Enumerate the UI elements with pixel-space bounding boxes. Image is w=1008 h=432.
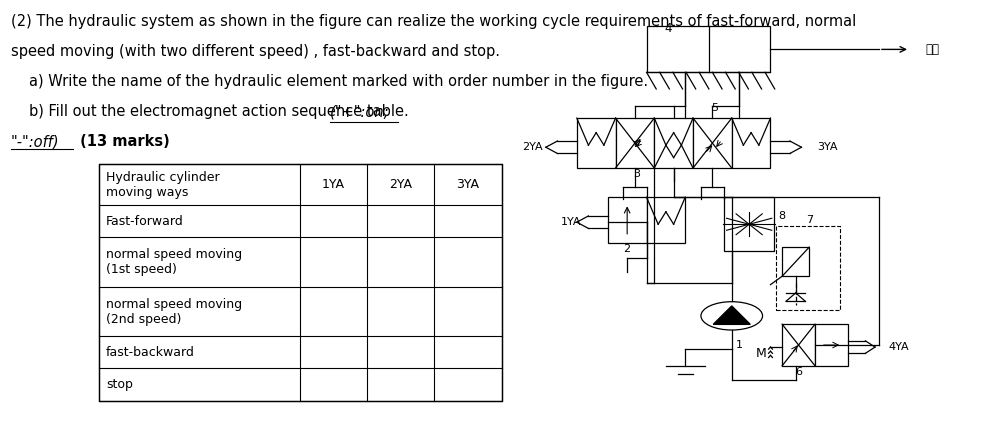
Text: 2YA: 2YA [522,142,543,152]
Text: 2: 2 [624,244,631,254]
Text: 5: 5 [711,103,718,113]
Bar [608,197,646,243]
Text: b) Fill out the electromagnet action sequence table.: b) Fill out the electromagnet action seq… [29,105,413,119]
Text: a) Write the name of the hydraulic element marked with order number in the figur: a) Write the name of the hydraulic eleme… [29,74,648,89]
Bar [732,118,770,168]
Text: 3YA: 3YA [816,142,838,152]
Text: 8: 8 [778,211,785,221]
Text: normal speed moving
(2nd speed): normal speed moving (2nd speed) [106,298,242,325]
Text: 3YA: 3YA [457,178,480,191]
Text: 4: 4 [664,22,671,35]
Text: 前进: 前进 [925,43,939,56]
Polygon shape [714,306,750,324]
Text: 2YA: 2YA [389,178,412,191]
Text: Hydraulic cylinder
moving ways: Hydraulic cylinder moving ways [106,171,220,199]
Bar [646,26,770,72]
Text: Fast-forward: Fast-forward [106,215,183,228]
Bar [100,165,502,400]
Bar [782,247,809,276]
Bar [724,197,774,251]
Text: stop: stop [106,378,133,391]
Text: ("+":on;: ("+":on; [330,105,389,119]
Bar [654,118,694,168]
Text: 3: 3 [633,169,640,179]
Bar [646,197,685,243]
Text: (13 marks): (13 marks) [76,134,170,149]
Bar [616,118,654,168]
Text: "-":off): "-":off) [11,134,59,149]
Text: M: M [755,347,766,360]
Text: 7: 7 [805,215,812,225]
Bar [577,118,616,168]
Text: fast-backward: fast-backward [106,346,195,359]
Text: 6: 6 [795,367,802,377]
Bar [815,324,848,366]
Text: speed moving (with two different speed) , fast-backward and stop.: speed moving (with two different speed) … [11,44,500,59]
Text: 1YA: 1YA [323,178,345,191]
Text: (2) The hydraulic system as shown in the figure can realize the working cycle re: (2) The hydraulic system as shown in the… [11,14,856,29]
Text: 4YA: 4YA [888,342,908,352]
Bar [776,226,841,310]
Bar [694,118,732,168]
Text: 1: 1 [736,340,743,350]
Text: normal speed moving
(1st speed): normal speed moving (1st speed) [106,248,242,276]
Text: 1YA: 1YA [561,217,582,227]
Bar [782,324,815,366]
